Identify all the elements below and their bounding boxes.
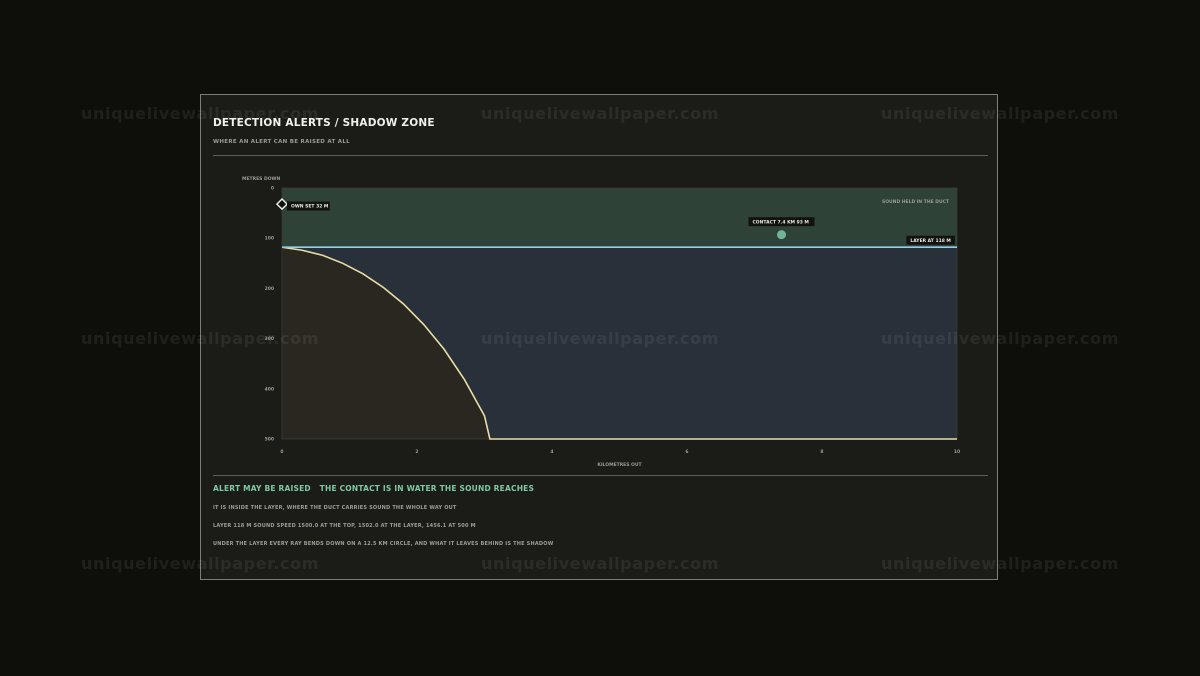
own-set-marker xyxy=(275,197,289,211)
contact-marker xyxy=(777,230,786,240)
layer-label-box xyxy=(906,235,955,245)
y-tick-label: 300 xyxy=(265,336,274,342)
y-tick-label: 400 xyxy=(265,386,274,392)
x-tick-label: 6 xyxy=(685,449,688,455)
alert-verdict: ALERT MAY BE RAISED THE CONTACT IS IN WA… xyxy=(213,484,540,493)
note-line: IT IS INSIDE THE LAYER, WHERE THE DUCT C… xyxy=(213,505,457,511)
divider xyxy=(213,155,988,156)
own-set-label: OWN SET 32 M xyxy=(291,204,329,210)
x-tick-label: 0 xyxy=(280,449,283,455)
shadow-zone-chart: 0 100 200 300 400 500 0 2 4 6 8 10 METRES DOWN KILOME… xyxy=(242,176,960,468)
layer-label: LAYER AT 118 M xyxy=(910,238,951,244)
contact-label-box xyxy=(748,217,815,227)
own-set-label-box xyxy=(287,201,330,211)
y-tick-label: 100 xyxy=(265,236,274,242)
duct-region xyxy=(282,188,957,248)
contact-label: CONTACT 7.4 KM 93 M xyxy=(753,219,810,225)
divider xyxy=(213,475,988,476)
y-axis-label: METRES DOWN xyxy=(242,176,280,182)
verdict-status: ALERT MAY BE RAISED xyxy=(213,484,311,493)
x-tick-label: 4 xyxy=(550,449,553,455)
y-tick-label: 200 xyxy=(265,286,274,292)
y-tick-label: 0 xyxy=(271,186,274,192)
duct-label: SOUND HELD IN THE DUCT xyxy=(882,199,950,205)
note-line: LAYER 118 M SOUND SPEED 1500.0 AT THE TO… xyxy=(213,523,476,529)
panel-subtitle: WHERE AN ALERT CAN BE RAISED AT ALL xyxy=(213,139,350,145)
ray-boundary-curve xyxy=(281,246,957,440)
panel-title: DETECTION ALERTS / SHADOW ZONE xyxy=(213,117,435,129)
x-tick-label: 2 xyxy=(415,449,418,455)
x-axis-label: KILOMETRES OUT xyxy=(597,462,642,468)
x-tick-label: 10 xyxy=(954,449,960,455)
y-tick-label: 500 xyxy=(265,437,274,443)
note-line: UNDER THE LAYER EVERY RAY BENDS DOWN ON … xyxy=(213,541,554,547)
verdict-reason: THE CONTACT IS IN WATER THE SOUND REACHE… xyxy=(319,484,535,493)
detection-panel: DETECTION ALERTS / SHADOW ZONE WHERE AN … xyxy=(200,94,998,580)
shadow-zone xyxy=(282,247,957,439)
x-tick-label: 8 xyxy=(820,449,823,455)
